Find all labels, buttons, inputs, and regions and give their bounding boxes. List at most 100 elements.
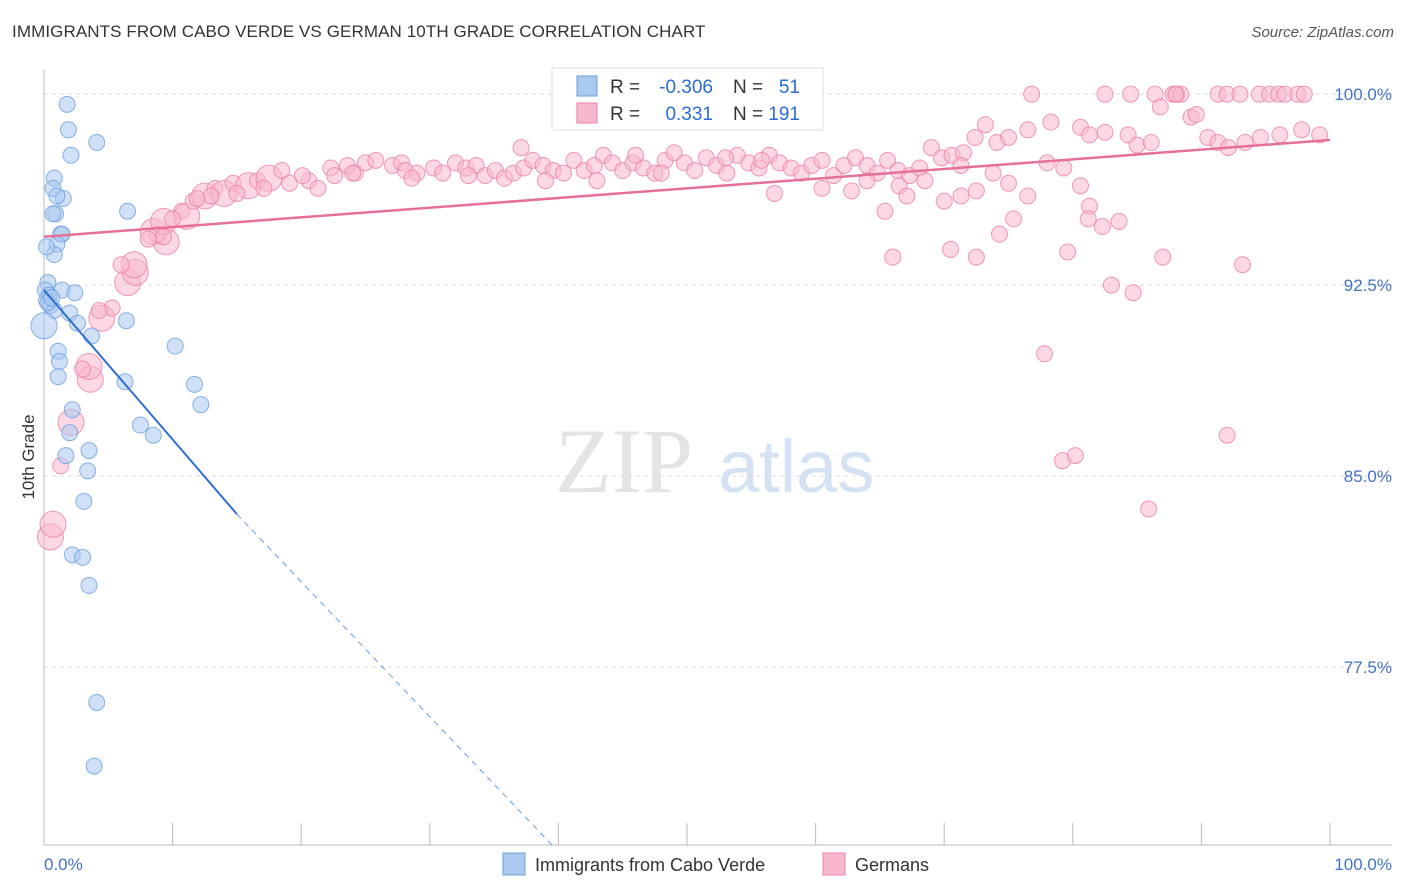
legend-blue-n-label: N = xyxy=(733,77,763,98)
data-point xyxy=(83,327,101,345)
bottom-legend-swatch-pink xyxy=(822,852,846,876)
data-point xyxy=(555,164,573,182)
data-point xyxy=(1019,121,1037,139)
legend-pink-r-label: R = xyxy=(610,104,640,125)
y-tick-label: 92.5% xyxy=(1344,276,1392,295)
data-point xyxy=(1079,210,1097,228)
trendlines xyxy=(43,138,1331,846)
legend-box: R = -0.306 N = 51 R = 0.331 N = 191 xyxy=(551,67,824,131)
grid xyxy=(44,93,1392,668)
data-point xyxy=(44,205,62,223)
data-point xyxy=(39,510,67,538)
data-point xyxy=(1096,123,1114,141)
data-point xyxy=(185,375,203,393)
data-point xyxy=(1167,85,1185,103)
data-point xyxy=(116,373,134,391)
data-point xyxy=(1110,212,1128,230)
data-point xyxy=(79,462,97,480)
bottom-legend: Immigrants from Cabo Verde Germans xyxy=(502,852,929,876)
data-point xyxy=(62,146,80,164)
data-point xyxy=(1293,121,1311,139)
data-point xyxy=(74,548,92,566)
data-point xyxy=(966,128,984,146)
data-point xyxy=(75,492,93,510)
legend-blue-r-label: R = xyxy=(610,77,640,98)
data-point xyxy=(90,302,108,320)
data-point xyxy=(665,144,683,162)
data-point xyxy=(565,151,583,169)
legend-blue-n-value: 51 xyxy=(779,77,800,98)
data-point xyxy=(58,95,76,113)
trendline-cabo-verde xyxy=(43,289,238,515)
data-point xyxy=(281,174,299,192)
y-tick-label: 85.0% xyxy=(1344,467,1392,486)
bottom-legend-pink-label: Germans xyxy=(855,855,929,875)
data-point xyxy=(68,314,86,332)
y-tick-label: 100.0% xyxy=(1334,85,1392,104)
data-point xyxy=(1019,187,1037,205)
x-ticks xyxy=(43,823,1331,845)
data-point xyxy=(1124,284,1142,302)
watermark-atlas: atlas xyxy=(718,425,874,508)
series-germans xyxy=(36,85,1329,551)
data-point xyxy=(718,164,736,182)
data-point xyxy=(155,228,173,246)
data-point xyxy=(1093,218,1111,236)
y-axis-label: 10th Grade xyxy=(19,414,38,499)
data-point xyxy=(686,162,704,180)
series-cabo-verde xyxy=(30,95,210,775)
data-point xyxy=(843,182,861,200)
legend-swatch-blue xyxy=(576,75,598,97)
data-point xyxy=(1005,210,1023,228)
data-point xyxy=(512,139,530,157)
legend-pink-r-value: 0.331 xyxy=(665,104,713,125)
bottom-legend-swatch-blue xyxy=(502,852,526,876)
data-point xyxy=(48,187,66,205)
data-point xyxy=(88,134,106,152)
data-point xyxy=(976,116,994,134)
trendline-cabo-verde-extension xyxy=(236,513,553,846)
bottom-legend-blue-label: Immigrants from Cabo Verde xyxy=(535,855,765,875)
data-point xyxy=(967,248,985,266)
data-point xyxy=(112,256,130,274)
data-point xyxy=(80,576,98,594)
chart-title: IMMIGRANTS FROM CABO VERDE VS GERMAN 10T… xyxy=(12,22,706,41)
data-point xyxy=(273,162,291,180)
data-point xyxy=(1059,243,1077,261)
data-point xyxy=(1081,126,1099,144)
data-point xyxy=(1023,85,1041,103)
data-point xyxy=(131,416,149,434)
data-point xyxy=(57,447,75,465)
data-point xyxy=(49,368,67,386)
data-point xyxy=(459,167,477,185)
data-point xyxy=(753,151,771,169)
data-point xyxy=(813,151,831,169)
data-point xyxy=(884,248,902,266)
data-point xyxy=(627,146,645,164)
data-point xyxy=(228,184,246,202)
data-point xyxy=(50,352,68,370)
data-point xyxy=(1252,128,1270,146)
data-point xyxy=(66,284,84,302)
data-point xyxy=(1218,426,1236,444)
data-point xyxy=(1140,500,1158,518)
data-point xyxy=(916,172,934,190)
data-point xyxy=(1142,134,1160,152)
data-point xyxy=(293,167,311,185)
data-point xyxy=(984,164,1002,182)
data-point xyxy=(30,312,58,340)
data-point xyxy=(344,164,362,182)
x-tick-label-1: 100.0% xyxy=(1334,855,1392,874)
legend-blue-r-value: -0.306 xyxy=(659,77,713,98)
data-point xyxy=(74,360,92,378)
data-point xyxy=(61,424,79,442)
data-point xyxy=(326,167,344,185)
data-point xyxy=(898,187,916,205)
source-label: Source: ZipAtlas.com xyxy=(1251,24,1394,41)
data-point xyxy=(309,179,327,197)
data-point xyxy=(858,172,876,190)
data-point xyxy=(876,202,894,220)
axes xyxy=(43,70,1392,846)
data-point xyxy=(1036,345,1054,363)
